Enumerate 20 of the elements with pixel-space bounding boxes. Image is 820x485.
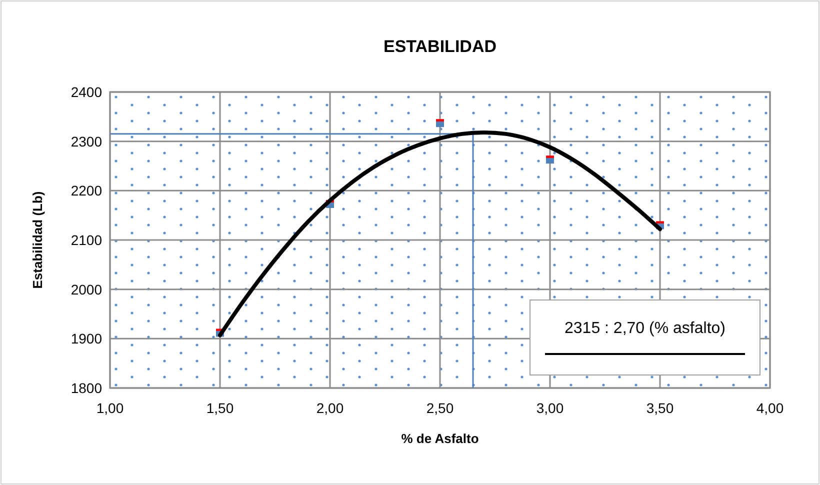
y-tick-label: 2100 <box>70 232 102 248</box>
y-axis-title: Estabilidad (Lb) <box>30 191 45 289</box>
chart-title: ESTABILIDAD <box>383 37 497 56</box>
y-tick-label: 1800 <box>70 380 102 396</box>
x-tick-label: 1,00 <box>96 400 124 416</box>
y-tick-label: 2200 <box>70 182 102 199</box>
y-tick-label: 1900 <box>70 330 102 347</box>
y-tick-label: 2000 <box>70 281 102 298</box>
x-tick-label: 2,00 <box>316 400 344 416</box>
x-axis-title: % de Asfalto <box>401 431 479 446</box>
x-tick-label: 2,50 <box>426 400 454 416</box>
x-tick-label: 4,00 <box>756 400 784 416</box>
x-tick-label: 3,50 <box>646 400 674 416</box>
x-tick-label: 1,50 <box>206 400 234 416</box>
legend-box: 2315 : 2,70 (% asfalto) <box>530 300 760 376</box>
x-tick-label: 3,00 <box>536 400 564 416</box>
y-tick-label: 2400 <box>70 84 102 100</box>
point <box>546 156 554 164</box>
point <box>436 119 444 128</box>
y-tick-label: 2300 <box>70 133 102 150</box>
